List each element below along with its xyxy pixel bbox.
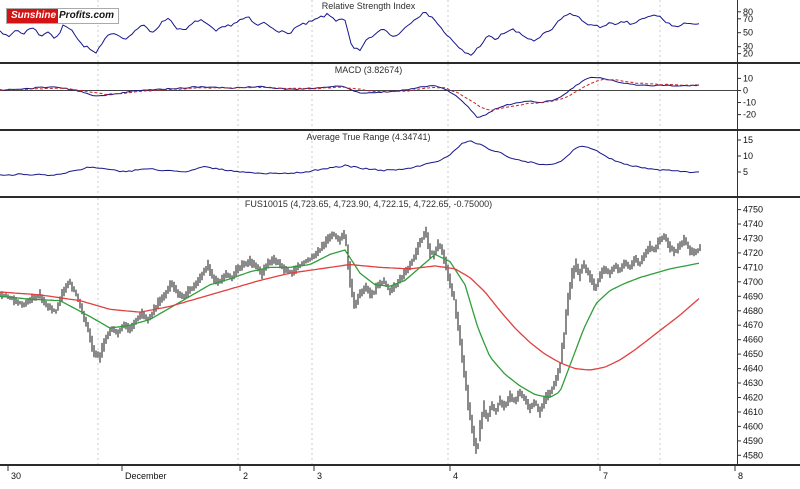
svg-text:30: 30 <box>11 471 21 481</box>
logo-brand: Sunshine <box>7 9 59 23</box>
svg-text:4580: 4580 <box>743 450 763 460</box>
x-axis-svg: 30 December 2 3 4 7 8 <box>7 466 743 481</box>
svg-text:4630: 4630 <box>743 378 763 388</box>
svg-text:15: 15 <box>743 135 753 145</box>
svg-text:4750: 4750 <box>743 205 763 215</box>
svg-text:-20: -20 <box>743 110 756 120</box>
panel-atr: 15 10 5 Average True Range (4.34741) <box>0 131 800 196</box>
panel-price-svg: 4750 4740 4730 4720 4710 4700 4690 4680 4670 4660… <box>0 198 763 464</box>
svg-text:4: 4 <box>453 471 458 481</box>
svg-text:4720: 4720 <box>743 248 763 258</box>
panel-separator <box>0 464 800 466</box>
svg-text:4600: 4600 <box>743 421 763 431</box>
svg-text:December: December <box>125 471 167 481</box>
logo[interactable]: Sunshine Profits.com <box>6 8 120 24</box>
panel-separator <box>0 62 800 64</box>
svg-text:70: 70 <box>743 14 753 24</box>
svg-text:4680: 4680 <box>743 306 763 316</box>
svg-text:80: 80 <box>743 7 753 17</box>
panel-separator <box>0 196 800 198</box>
x-axis: 30 December 2 3 4 7 8 <box>0 466 800 489</box>
panel-separator <box>0 129 800 131</box>
svg-text:7: 7 <box>603 471 608 481</box>
panel-price: 4750 4740 4730 4720 4710 4700 4690 4680 4670 4660… <box>0 198 800 464</box>
svg-text:10: 10 <box>743 151 753 161</box>
svg-text:8: 8 <box>738 471 743 481</box>
svg-text:4590: 4590 <box>743 436 763 446</box>
svg-text:4730: 4730 <box>743 234 763 244</box>
svg-text:4740: 4740 <box>743 219 763 229</box>
panel-rsi: 80 70 50 30 20 Relative Strength Index <box>0 0 800 62</box>
svg-text:4620: 4620 <box>743 393 763 403</box>
svg-text:3: 3 <box>317 471 322 481</box>
svg-text:5: 5 <box>743 167 748 177</box>
svg-text:4690: 4690 <box>743 291 763 301</box>
svg-text:4660: 4660 <box>743 335 763 345</box>
panel-macd-svg: 10 0 -10 -20 <box>0 64 756 129</box>
logo-suffix: Profits.com <box>59 10 115 21</box>
svg-text:50: 50 <box>743 28 753 38</box>
svg-text:4670: 4670 <box>743 320 763 330</box>
svg-text:4610: 4610 <box>743 407 763 417</box>
svg-text:0: 0 <box>743 86 748 96</box>
svg-text:4710: 4710 <box>743 262 763 272</box>
svg-text:10: 10 <box>743 73 753 83</box>
svg-text:4640: 4640 <box>743 364 763 374</box>
svg-text:30: 30 <box>743 42 753 52</box>
panel-macd: 10 0 -10 -20 MACD (3.82674) <box>0 64 800 129</box>
svg-text:4700: 4700 <box>743 277 763 287</box>
svg-text:4650: 4650 <box>743 349 763 359</box>
svg-text:20: 20 <box>743 49 753 59</box>
svg-text:2: 2 <box>243 471 248 481</box>
svg-text:-10: -10 <box>743 98 756 108</box>
panel-atr-svg: 15 10 5 <box>0 131 753 196</box>
